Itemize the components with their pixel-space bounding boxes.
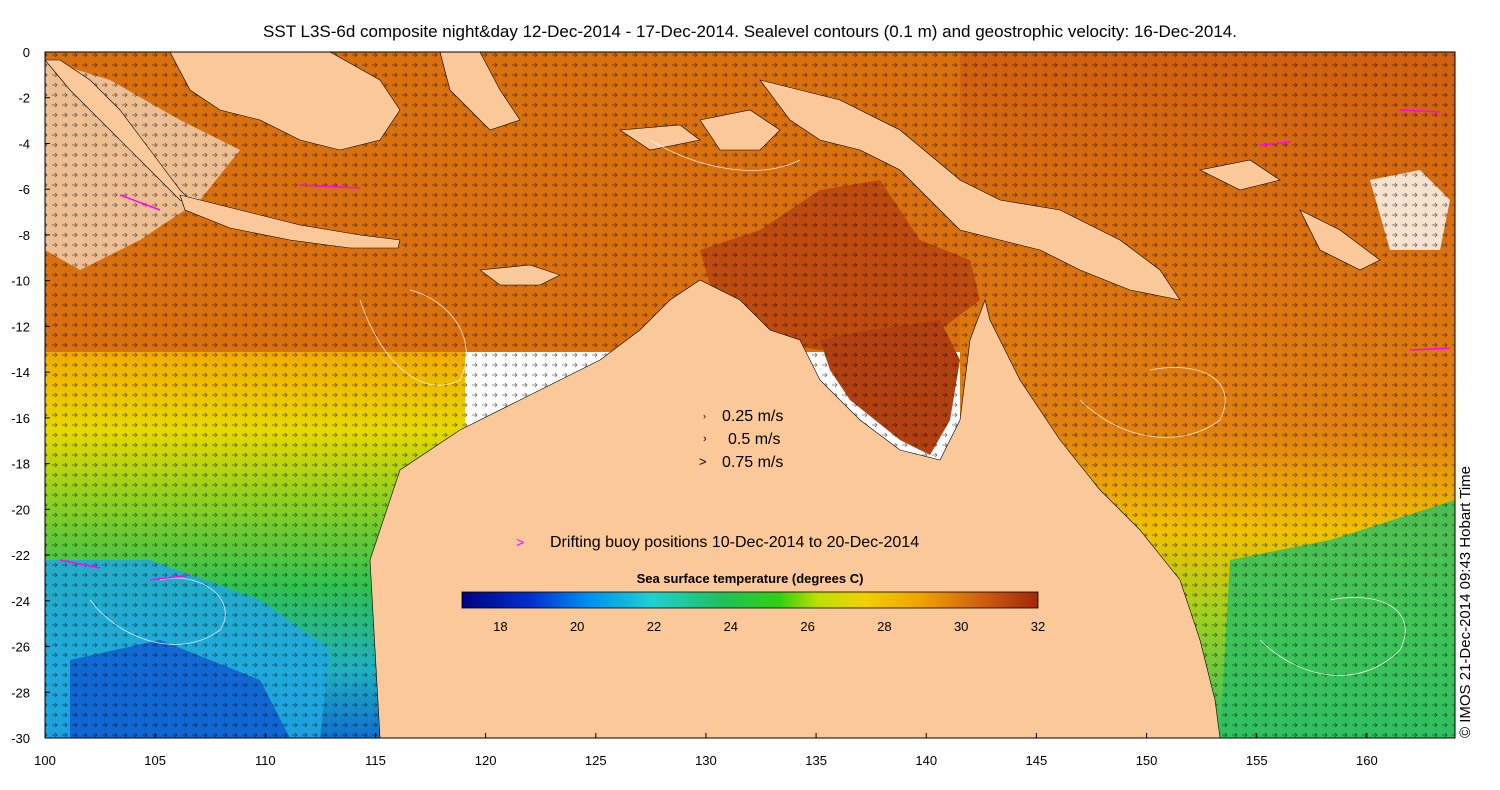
y-tick-label: -4 — [18, 136, 30, 151]
colorbar-tick-label: 20 — [570, 619, 584, 634]
colorbar-tick-label: 22 — [647, 619, 661, 634]
colorbar-tick-label: 30 — [954, 619, 968, 634]
contour-line — [1079, 367, 1226, 438]
velocity-arrow-medium: › — [703, 433, 707, 445]
colorbar-tick-label: 28 — [877, 619, 891, 634]
colorbar-tick-label: 24 — [724, 619, 738, 634]
buoy-track — [119, 194, 161, 211]
x-tick-label: 105 — [144, 753, 166, 768]
velocity-arrow-large: > — [699, 454, 707, 469]
y-tick-label: -18 — [11, 457, 30, 472]
y-tick-label: -16 — [11, 411, 30, 426]
velocity-label-1: 0.25 m/s — [722, 408, 783, 425]
x-tick-label: 135 — [805, 753, 827, 768]
x-tick-label: 140 — [915, 753, 937, 768]
colorbar-title: Sea surface temperature (degrees C) — [637, 571, 864, 586]
buoy-legend: > Drifting buoy positions 10-Dec-2014 to… — [516, 534, 919, 551]
x-tick-label: 100 — [34, 753, 56, 768]
x-tick-label: 155 — [1246, 753, 1268, 768]
buoy-track — [1259, 141, 1291, 146]
colorbar: Sea surface temperature (degrees C) 18 20… — [461, 571, 1045, 634]
buoy-track — [299, 184, 361, 189]
contour-line — [1259, 597, 1406, 676]
colorbar-tick-label: 32 — [1031, 619, 1045, 634]
colorbar-tick-label: 26 — [800, 619, 814, 634]
y-tick-label: -30 — [11, 731, 30, 746]
java — [179, 194, 401, 249]
buoy-legend-label: Drifting buoy positions 10-Dec-2014 to 2… — [550, 534, 919, 551]
y-tick-label: -14 — [11, 365, 30, 380]
y-tick-label: -28 — [11, 685, 30, 700]
x-axis: 100 105 110 115 120 125 130 135 140 145 150 155 160 — [34, 733, 1378, 768]
x-tick-label: 145 — [1026, 753, 1048, 768]
y-tick-label: -2 — [18, 91, 30, 106]
velocity-arrow-small: › — [703, 411, 706, 421]
borneo — [169, 51, 401, 151]
x-tick-label: 150 — [1136, 753, 1158, 768]
y-tick-label: 0 — [23, 45, 30, 60]
y-tick-label: -22 — [11, 548, 30, 563]
new-guinea — [759, 79, 1181, 301]
y-tick-label: -8 — [18, 228, 30, 243]
contour-line — [359, 289, 467, 386]
x-tick-label: 115 — [365, 753, 386, 768]
ceram — [619, 124, 701, 151]
x-tick-label: 125 — [585, 753, 607, 768]
buoy-tracks — [59, 109, 1451, 581]
sulawesi — [439, 51, 521, 131]
y-axis: 0 -2 -4 -6 -8 -10 -12 -14 -16 -18 -20 -22 -24 -26 -28 -… — [11, 45, 50, 746]
credit-text: © IMOS 21-Dec-2014 09:43 Hobart Time — [1457, 466, 1474, 738]
x-tick-label: 120 — [475, 753, 497, 768]
colorbar-labels: 18 20 22 24 26 28 30 32 — [493, 619, 1045, 634]
buoy-marker: > — [516, 534, 524, 550]
y-tick-label: -24 — [11, 594, 30, 609]
y-tick-label: -10 — [11, 274, 30, 289]
contour-line — [89, 577, 226, 645]
x-tick-label: 110 — [255, 753, 276, 768]
bird-head — [699, 109, 781, 151]
velocity-label-3: 0.75 m/s — [722, 454, 783, 471]
solomon — [1299, 209, 1381, 271]
map-area — [44, 51, 1456, 739]
colorbar-tick-label: 18 — [493, 619, 507, 634]
velocity-label-2: 0.5 m/s — [728, 431, 780, 448]
y-tick-label: -26 — [11, 640, 30, 655]
australia — [369, 279, 1221, 739]
y-tick-label: -6 — [18, 182, 30, 197]
sealevel-contours — [89, 139, 1406, 676]
buoy-track — [59, 559, 101, 569]
new-britain — [1199, 159, 1281, 191]
contour-line — [649, 139, 801, 171]
velocity-legend: › 0.25 m/s › 0.5 m/s > 0.75 m/s — [699, 408, 783, 471]
map-title: SST L3S-6d composite night&day 12-Dec-20… — [263, 22, 1237, 41]
land — [44, 51, 1381, 739]
x-tick-label: 130 — [695, 753, 717, 768]
map-border — [44, 51, 1456, 739]
y-tick-label: -12 — [11, 319, 30, 334]
buoy-track — [149, 574, 191, 581]
y-tick-label: -20 — [11, 502, 30, 517]
buoy-track — [1409, 347, 1451, 351]
timor — [479, 264, 561, 286]
x-tick-label: 160 — [1356, 753, 1378, 768]
buoy-track — [1399, 109, 1441, 113]
colorbar-ramp — [461, 591, 1039, 609]
